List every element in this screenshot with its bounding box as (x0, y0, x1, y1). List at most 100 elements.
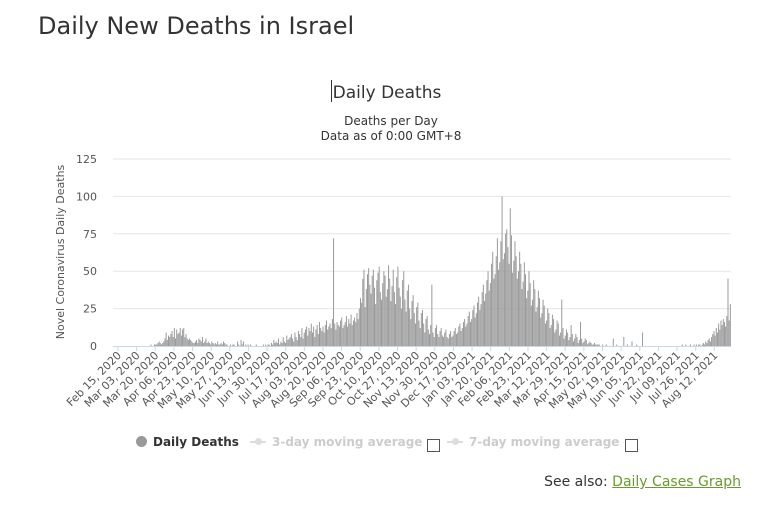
bar (581, 338, 583, 346)
chart-bars (150, 196, 731, 346)
bar (699, 344, 701, 346)
bar (224, 343, 226, 346)
bar (477, 302, 478, 346)
bar (314, 337, 316, 346)
bar (210, 344, 212, 346)
legend-item-daily-deaths[interactable]: Daily Deaths (136, 433, 239, 451)
bar (275, 341, 277, 346)
daily-cases-graph-link[interactable]: Daily Cases Graph (612, 474, 741, 490)
bar (575, 334, 577, 346)
bar (348, 319, 350, 346)
bar (474, 317, 476, 346)
bar (358, 308, 360, 346)
bar (363, 269, 365, 346)
bar (273, 340, 275, 346)
bar (211, 341, 213, 346)
bar (395, 304, 397, 346)
bar (407, 284, 409, 346)
y-tick-label: 75 (83, 228, 97, 241)
bar (728, 320, 730, 346)
bar (522, 281, 524, 346)
bar (267, 344, 269, 346)
bar (342, 328, 344, 346)
legend-item-3-day-average[interactable]: 3-day moving average (250, 433, 422, 451)
bar (403, 271, 405, 346)
bar (558, 335, 560, 346)
bar (478, 296, 480, 346)
bar (230, 344, 232, 346)
bar (422, 310, 423, 346)
bar (707, 340, 709, 346)
bar (198, 338, 200, 346)
bar (177, 334, 179, 346)
legend-item-7-day-average[interactable]: 7-day moving average (447, 433, 619, 451)
bar (179, 328, 181, 346)
bar (183, 328, 185, 346)
chart-title: Daily Deaths (0, 80, 772, 103)
bar (289, 337, 291, 346)
bar (417, 302, 419, 346)
bar (316, 325, 318, 346)
bar (539, 298, 541, 346)
bar (517, 271, 519, 346)
bar (719, 329, 721, 346)
bar (546, 320, 548, 346)
bar (155, 344, 157, 346)
bar (217, 341, 219, 346)
bar (377, 272, 379, 346)
toggle-3-day-average-checkbox[interactable] (427, 439, 440, 452)
bar (296, 340, 298, 346)
bar (157, 343, 159, 346)
bar (309, 331, 311, 346)
chart-title-text: Daily Deaths (332, 83, 442, 103)
bar (427, 329, 429, 346)
bar (322, 326, 324, 346)
bar (492, 251, 494, 346)
bar (262, 344, 264, 346)
bar (153, 344, 155, 346)
bar (196, 340, 198, 346)
bar (451, 337, 453, 346)
bar (279, 344, 281, 346)
bar (436, 325, 438, 346)
bar (419, 328, 421, 346)
bar (568, 340, 570, 346)
bar (701, 344, 703, 346)
bar (308, 328, 310, 346)
bar (413, 313, 415, 346)
bar (420, 313, 422, 346)
toggle-7-day-average-checkbox[interactable] (625, 439, 638, 452)
bar (265, 344, 267, 346)
bar (537, 290, 539, 346)
bar (278, 338, 280, 346)
bar (464, 319, 466, 346)
bar (292, 338, 294, 346)
bar (499, 262, 501, 346)
bar (534, 289, 536, 346)
bar (709, 341, 711, 346)
bar (569, 337, 571, 346)
bar (549, 328, 551, 346)
bar (585, 340, 587, 346)
bar (455, 334, 457, 346)
bar (475, 313, 477, 346)
bar (570, 325, 572, 346)
bar (393, 292, 395, 346)
bar (398, 287, 400, 346)
bar (164, 338, 166, 346)
bar (580, 322, 581, 346)
bar (150, 344, 152, 346)
bar (461, 328, 463, 346)
bar (370, 293, 372, 346)
bar (337, 325, 339, 346)
bar (287, 340, 289, 346)
bar (410, 319, 412, 346)
bar (366, 274, 368, 346)
bar (220, 343, 222, 346)
bar (290, 334, 292, 346)
bar (725, 326, 727, 346)
bar (690, 344, 692, 346)
bar (382, 283, 384, 346)
bar (321, 331, 323, 346)
bar (208, 343, 210, 346)
